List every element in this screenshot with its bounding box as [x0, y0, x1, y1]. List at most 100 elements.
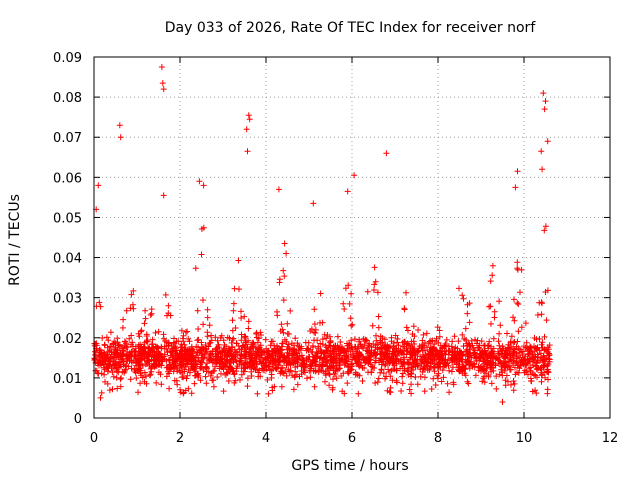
data-point — [274, 308, 280, 315]
data-point — [139, 374, 146, 381]
data-point — [294, 340, 301, 347]
data-point — [491, 308, 498, 315]
data-point — [504, 330, 510, 337]
data-point — [264, 376, 271, 383]
data-point — [107, 329, 114, 336]
data-point — [348, 337, 355, 344]
data-point — [226, 335, 233, 342]
data-point — [230, 307, 237, 314]
data-point — [204, 306, 211, 313]
data-point — [284, 343, 291, 350]
data-point — [374, 379, 381, 386]
data-point — [166, 370, 173, 377]
data-point — [386, 369, 392, 375]
data-point — [411, 333, 418, 340]
data-point — [387, 384, 394, 391]
data-point — [423, 330, 430, 337]
data-point — [114, 354, 120, 361]
data-point — [199, 343, 206, 350]
data-point — [177, 344, 184, 351]
data-point — [464, 301, 471, 308]
data-point — [204, 360, 211, 367]
data-point — [114, 385, 121, 392]
data-point — [275, 362, 282, 369]
data-point — [127, 376, 134, 383]
data-point — [432, 346, 439, 353]
data-point — [244, 148, 251, 155]
data-point — [414, 381, 421, 388]
data-point — [282, 368, 289, 375]
data-point — [101, 342, 108, 349]
data-point — [510, 339, 517, 346]
data-point — [392, 332, 399, 339]
data-point — [144, 337, 151, 344]
data-point — [462, 372, 469, 379]
data-point — [512, 184, 519, 191]
data-point — [194, 361, 201, 368]
data-point — [311, 306, 318, 313]
data-point — [234, 363, 241, 370]
data-point — [112, 348, 119, 355]
data-point — [336, 365, 343, 372]
data-point — [459, 364, 466, 371]
data-point — [524, 358, 531, 365]
data-point — [238, 337, 245, 344]
y-axis-label: ROTI / TECUs — [7, 194, 23, 286]
data-point — [336, 354, 343, 361]
data-point — [329, 347, 336, 354]
data-point — [445, 357, 451, 364]
data-point — [214, 337, 221, 344]
data-point — [477, 364, 484, 371]
data-point — [254, 339, 261, 346]
data-point — [130, 305, 137, 312]
data-point — [420, 331, 427, 338]
data-point — [109, 369, 116, 376]
data-point — [142, 307, 149, 314]
data-point — [110, 340, 116, 347]
data-point — [514, 265, 521, 272]
data-point — [407, 370, 414, 377]
data-point — [546, 358, 553, 365]
data-point — [410, 323, 417, 330]
data-point — [341, 357, 348, 364]
data-point — [279, 346, 286, 353]
data-point — [263, 345, 270, 352]
data-point — [132, 369, 139, 376]
data-point — [200, 297, 206, 304]
data-point — [96, 347, 103, 354]
data-point — [432, 382, 439, 388]
data-point — [527, 368, 534, 374]
data-point — [186, 346, 193, 353]
data-point — [158, 381, 165, 388]
data-point — [167, 348, 174, 355]
data-point — [219, 349, 226, 356]
data-point — [534, 312, 541, 318]
data-point — [232, 377, 239, 384]
data-point — [246, 116, 253, 123]
data-point — [231, 285, 238, 292]
data-point — [210, 368, 217, 375]
data-point — [321, 354, 328, 361]
data-point — [390, 343, 397, 350]
data-point — [459, 358, 466, 365]
data-point — [333, 359, 340, 366]
data-point — [262, 355, 269, 362]
data-point — [543, 368, 550, 375]
data-point — [510, 357, 517, 364]
data-point — [335, 344, 342, 351]
data-point — [488, 320, 494, 327]
data-point — [228, 339, 235, 346]
data-point — [533, 390, 540, 397]
data-point — [128, 357, 135, 364]
data-point — [499, 399, 506, 405]
data-point — [540, 90, 547, 97]
data-point — [428, 386, 435, 392]
data-point — [281, 240, 288, 247]
data-point — [105, 337, 112, 344]
data-point — [276, 353, 283, 360]
data-point — [474, 337, 481, 344]
data-point — [312, 367, 319, 374]
data-point — [330, 376, 336, 383]
data-point — [184, 372, 191, 379]
data-point — [541, 369, 547, 376]
